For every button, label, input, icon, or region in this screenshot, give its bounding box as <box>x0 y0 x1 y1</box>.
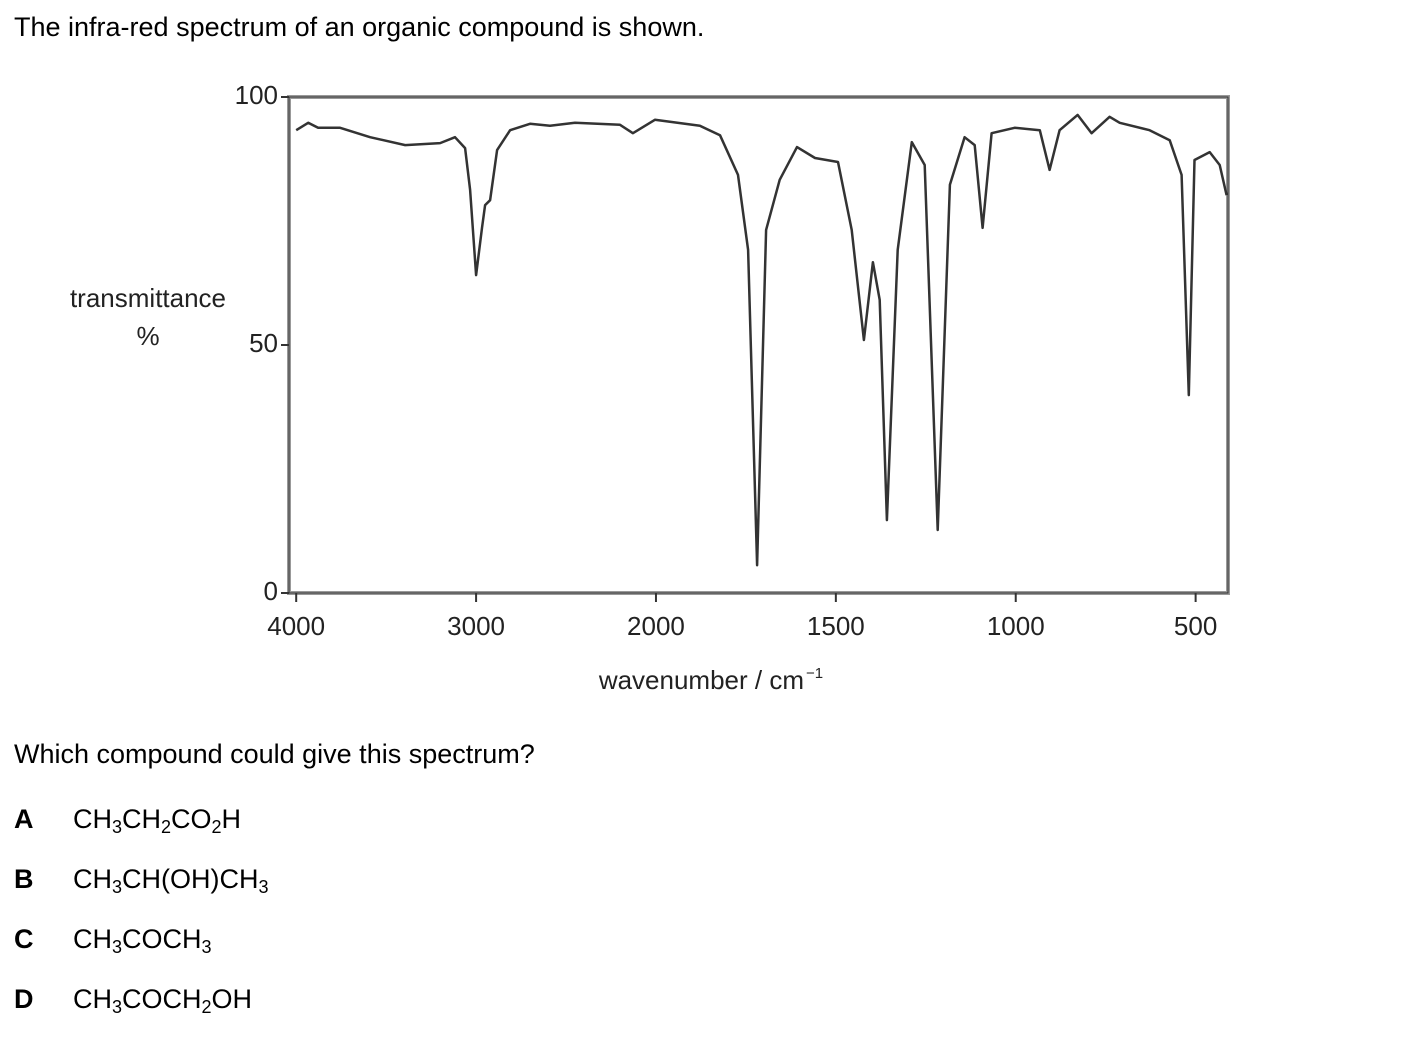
formula-subscript: 2 <box>211 817 222 837</box>
formula-part: OH <box>211 984 253 1014</box>
spectrum-line <box>295 113 1228 567</box>
x-tick-label: 1000 <box>987 611 1045 641</box>
formula-subscript: 2 <box>161 817 172 837</box>
x-tick-label: 500 <box>1174 611 1217 641</box>
formula-subscript: 3 <box>112 937 123 957</box>
formula-part: H <box>221 804 242 834</box>
formula-subscript: 3 <box>201 937 212 957</box>
option-letter: A <box>14 804 34 834</box>
formula-part: CH(OH)CH <box>122 864 259 894</box>
y-tick-label: 50 <box>249 328 278 358</box>
y-tick-label: 0 <box>264 576 278 606</box>
y-tick-label: 100 <box>235 80 278 110</box>
option-formula: CH3COCH2OH <box>73 984 252 1018</box>
formula-subscript: 3 <box>112 877 123 897</box>
formula-part: COCH <box>122 984 202 1014</box>
option-formula: CH3COCH3 <box>73 924 212 958</box>
formula-part: COCH <box>122 924 202 954</box>
x-tick-label: 4000 <box>267 611 325 641</box>
x-tick-label: 1500 <box>807 611 865 641</box>
y-axis-label: % <box>136 321 159 351</box>
formula-part: CH <box>73 984 112 1014</box>
option-letter: C <box>14 924 34 954</box>
formula-part: CO <box>171 804 212 834</box>
formula-subscript: 3 <box>112 997 123 1017</box>
option-formula: CH3CH2CO2H <box>73 804 241 838</box>
x-axis-label-sup: −1 <box>806 665 823 682</box>
formula-part: CH <box>73 804 112 834</box>
formula-subscript: 3 <box>258 877 269 897</box>
formula-part: CH <box>122 804 162 834</box>
formula-part: CH <box>73 924 112 954</box>
y-axis-label: transmittance <box>70 283 226 313</box>
option-letter: D <box>14 984 34 1014</box>
question-text: Which compound could give this spectrum? <box>14 739 535 769</box>
formula-part: CH <box>73 864 112 894</box>
formula-subscript: 2 <box>201 997 212 1017</box>
option-formula: CH3CH(OH)CH3 <box>73 864 269 898</box>
x-tick-label: 2000 <box>627 611 685 641</box>
intro-text: The infra-red spectrum of an organic com… <box>14 12 705 42</box>
option-letter: B <box>14 864 34 894</box>
x-tick-label: 3000 <box>447 611 505 641</box>
formula-subscript: 3 <box>112 817 123 837</box>
x-axis-label: wavenumber / cm <box>598 665 804 695</box>
